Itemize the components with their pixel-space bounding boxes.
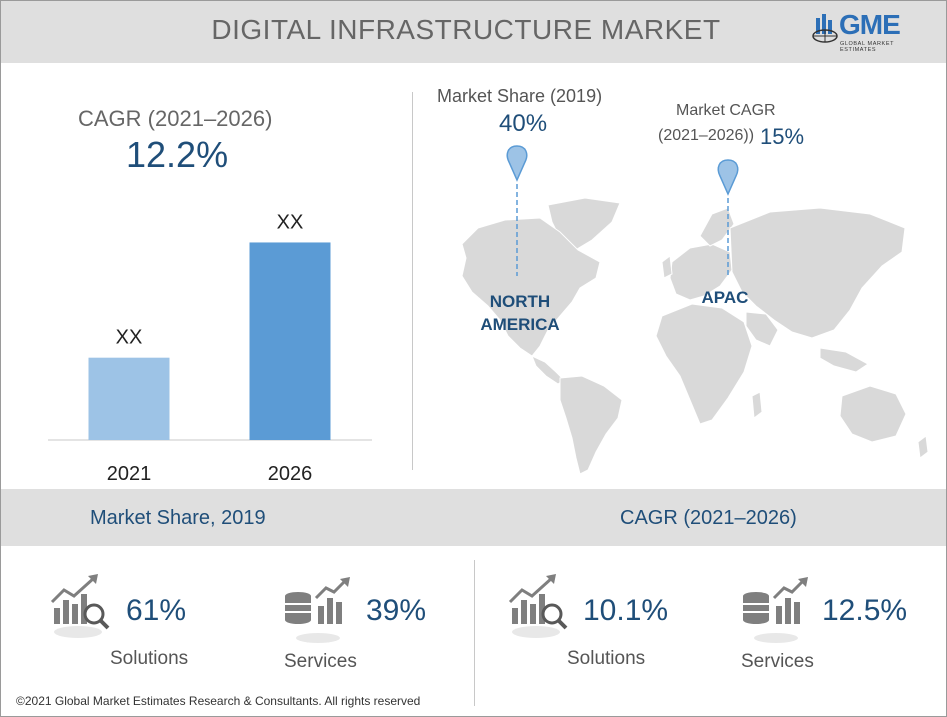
logo-text: GME <box>839 9 901 40</box>
market-share-heading: Market Share, 2019 <box>90 507 266 529</box>
map-market-share-value: 40% <box>499 110 548 137</box>
share-services-label: Services <box>284 651 357 672</box>
cagr-services-value: 12.5% <box>822 594 908 627</box>
region-north-america: NORTH AMERICA <box>470 292 570 335</box>
north-america-shape <box>461 217 601 357</box>
africa-shape <box>655 303 753 425</box>
region-na-line2: AMERICA <box>480 315 560 334</box>
database-chart-icon <box>285 577 350 643</box>
scandinavia-shape <box>699 207 735 247</box>
map-cagr-label: Market CAGR <box>676 102 776 119</box>
share-solutions-value: 61% <box>126 594 187 627</box>
cagr-solutions-value: 10.1% <box>583 594 669 627</box>
central-america-shape <box>531 355 565 385</box>
stats-header-band <box>1 489 946 546</box>
globe-buildings-icon <box>812 14 838 43</box>
cagr-solutions-label: Solutions <box>567 648 646 669</box>
map-cagr-value: 15% <box>760 124 805 149</box>
new-zealand-shape <box>917 435 929 459</box>
madagascar-shape <box>751 391 763 419</box>
arabia-shape <box>745 311 779 347</box>
share-services-value: 39% <box>366 594 427 627</box>
header-bar <box>1 1 946 63</box>
south-america-shape <box>559 375 623 475</box>
uk-shape <box>661 255 673 279</box>
vertical-divider <box>412 92 413 470</box>
cagr-value: 12.2% <box>126 134 229 175</box>
cagr-heading: CAGR (2021–2026) <box>620 507 797 529</box>
north-america-pin <box>506 145 528 276</box>
gme-logo: GME GLOBAL MARKET ESTIMATES <box>812 9 932 53</box>
map-cagr-period: (2021–2026)) <box>658 127 755 144</box>
analytics-magnifier-icon <box>50 574 110 638</box>
australia-shape <box>839 385 907 443</box>
region-apac: APAC <box>701 288 749 307</box>
apac-pin <box>717 159 739 276</box>
cagr-services-label: Services <box>741 651 814 672</box>
europe-shape <box>669 243 733 301</box>
share-solutions-label: Solutions <box>110 648 189 669</box>
southeast-asia-shape <box>819 347 869 373</box>
region-na-line1: NORTH <box>489 292 551 311</box>
cagr-label: CAGR (2021–2026) <box>78 106 273 131</box>
asia-shape <box>729 207 906 339</box>
logo-subtitle: GLOBAL MARKET ESTIMATES <box>840 41 894 53</box>
bottom-vertical-divider <box>474 560 475 706</box>
map-market-share-label: Market Share (2019) <box>437 86 603 106</box>
page-title: DIGITAL INFRASTRUCTURE MARKET <box>211 14 721 45</box>
analytics-magnifier-icon <box>508 574 568 638</box>
database-chart-icon <box>743 577 808 643</box>
copyright-footer: ©2021 Global Market Estimates Research &… <box>16 694 421 708</box>
